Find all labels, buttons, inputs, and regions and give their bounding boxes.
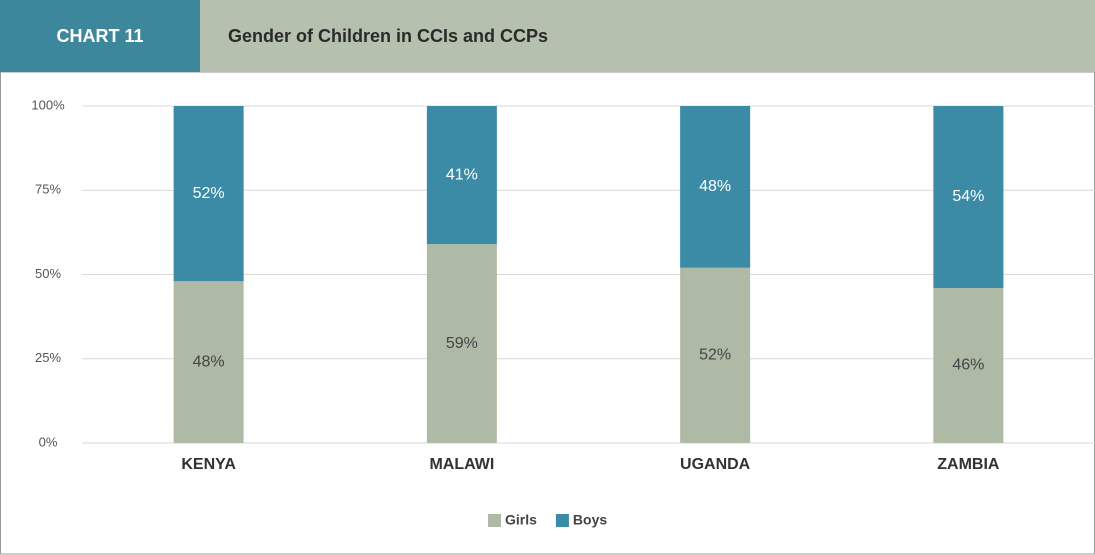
bar-segment: [933, 287, 1004, 443]
y-tick-label: 25%: [35, 350, 61, 365]
y-tick-label: 50%: [35, 266, 61, 281]
y-tick-label: 100%: [31, 97, 65, 112]
x-tick-label: UGANDA: [680, 456, 751, 473]
chart-title: Gender of Children in CCIs and CCPs: [228, 26, 548, 46]
value-label: 59%: [446, 335, 478, 352]
y-tick-label: 0%: [39, 434, 58, 449]
value-label: 52%: [193, 185, 225, 202]
legend-swatch: [488, 514, 501, 527]
bar-segment: [173, 106, 244, 282]
bar-segment: [173, 281, 244, 443]
bar-segment: [426, 244, 497, 443]
value-label: 41%: [446, 166, 478, 183]
legend-label: Boys: [573, 512, 607, 528]
chart-frame: [0, 71, 1095, 555]
value-label: 52%: [699, 347, 731, 364]
value-label: 48%: [193, 353, 225, 370]
x-tick-label: MALAWI: [429, 456, 494, 473]
value-label: 48%: [699, 178, 731, 195]
bar-segment: [426, 106, 497, 245]
bar-segment: [933, 106, 1004, 288]
legend-label: Girls: [505, 512, 537, 528]
bar-segment: [680, 106, 751, 268]
value-label: 54%: [952, 188, 984, 205]
legend-swatch: [555, 514, 569, 527]
bar-segment: [680, 267, 751, 443]
chart-label: CHART 11: [56, 26, 143, 46]
title-bar: [200, 0, 1095, 72]
value-label: 46%: [952, 357, 984, 374]
chart-label-box: [0, 0, 200, 72]
y-tick-label: 75%: [35, 182, 61, 197]
x-tick-label: KENYA: [181, 456, 236, 473]
x-tick-label: ZAMBIA: [937, 456, 1000, 473]
